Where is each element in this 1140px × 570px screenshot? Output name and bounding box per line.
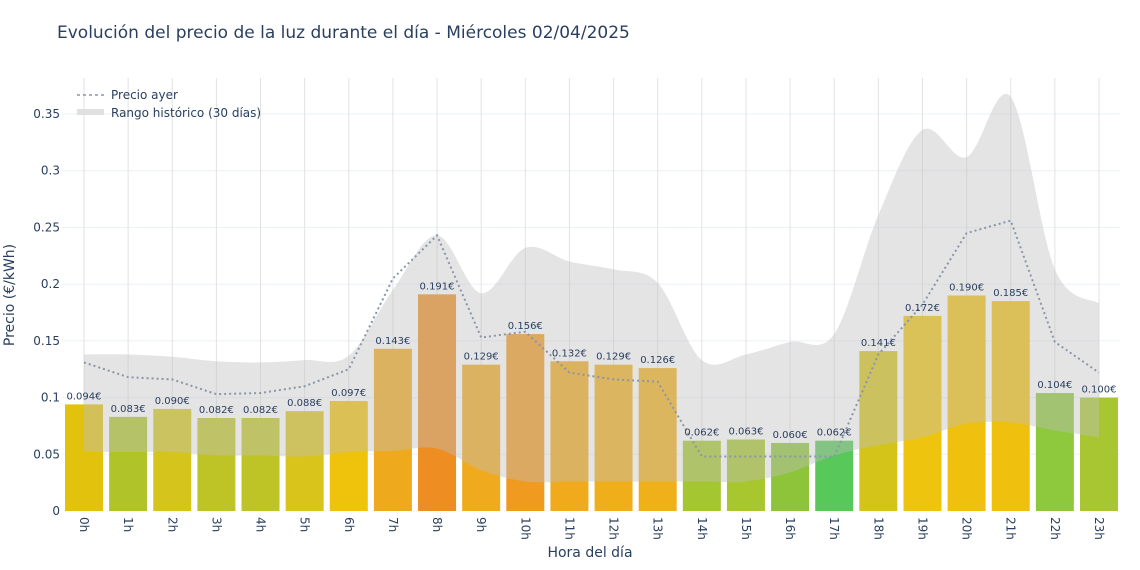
legend[interactable]: Precio ayer Rango histórico (30 días): [77, 88, 261, 120]
historical-range-area: [84, 93, 1099, 483]
x-tick-label: 4h: [254, 517, 268, 532]
bar-value-label: 0.083€: [111, 404, 146, 415]
price-bar: [197, 417, 236, 511]
bar-value-label: 0.094€: [67, 391, 102, 402]
x-tick-label: 13h: [651, 517, 665, 540]
bar-value-label: 0.100€: [1082, 385, 1117, 396]
price-bar: [1035, 393, 1074, 511]
x-tick-label: 7h: [386, 517, 400, 532]
x-tick-label: 1h: [121, 517, 135, 532]
x-axis-ticks: 0h 1h 2h 3h 4h 5h 6h 7h 8h 9h 10h 11h 12h 13h 14h 15h 16…: [77, 517, 1106, 540]
price-bar: [815, 440, 854, 511]
x-tick-label: 10h: [518, 517, 532, 540]
x-tick-label: 8h: [430, 517, 444, 532]
price-bar: [153, 408, 192, 511]
x-tick-label: 0h: [77, 517, 91, 532]
bar-value-label: 0.129€: [464, 352, 499, 363]
x-tick-label: 11h: [562, 517, 576, 540]
legend-historical[interactable]: Rango histórico (30 días): [111, 106, 261, 120]
bars: [65, 294, 1118, 511]
bar-value-label: 0.060€: [773, 430, 808, 441]
x-tick-label: 21h: [1004, 517, 1018, 540]
price-bar: [373, 348, 412, 511]
bar-value-label: 0.185€: [993, 288, 1028, 299]
price-bar: [329, 400, 368, 511]
x-tick-label: 2h: [165, 517, 179, 532]
bar-value-label: 0.062€: [684, 428, 719, 439]
x-tick-label: 5h: [298, 517, 312, 532]
x-tick-label: 3h: [209, 517, 223, 532]
y-tick-label: 0.05: [33, 447, 60, 461]
price-bar: [1080, 397, 1118, 511]
x-tick-label: 20h: [960, 517, 974, 540]
y-tick-label: 0.35: [33, 107, 60, 121]
price-bar: [241, 417, 280, 511]
x-tick-label: 19h: [915, 517, 929, 540]
bar-value-label: 0.172€: [905, 303, 940, 314]
bar-value-label: 0.097€: [331, 388, 366, 399]
price-bar: [771, 442, 810, 511]
price-bar: [462, 364, 501, 511]
price-bar: [903, 315, 942, 511]
legend-band-swatch: [77, 109, 104, 115]
bar-value-label: 0.126€: [640, 355, 675, 366]
yesterday-price-polyline: [83, 219, 1100, 458]
y-tick-label: 0.3: [41, 164, 60, 178]
price-bar: [638, 368, 677, 511]
price-bar: [594, 364, 633, 511]
x-tick-label: 18h: [871, 517, 885, 540]
price-bar: [506, 334, 545, 511]
bar-value-label: 0.141€: [861, 338, 896, 349]
y-tick-label: 0: [52, 504, 60, 518]
y-axis-ticks: 0 0.05 0.1 0.15 0.2 0.25 0.3 0.35: [33, 107, 60, 518]
bar-value-label: 0.156€: [508, 321, 543, 332]
bar-value-label: 0.090€: [155, 396, 190, 407]
bar-value-label: 0.082€: [199, 405, 234, 416]
x-tick-label: 22h: [1048, 517, 1062, 540]
bar-value-label: 0.088€: [287, 398, 322, 409]
bar-value-label: 0.082€: [243, 405, 278, 416]
x-tick-label: 15h: [739, 517, 753, 540]
bar-value-label: 0.132€: [552, 348, 587, 359]
bar-value-label: 0.190€: [949, 282, 984, 293]
x-axis-label: Hora del día: [547, 545, 632, 561]
chart-title: Evolución del precio de la luz durante e…: [57, 23, 630, 43]
x-tick-label: 12h: [607, 517, 621, 540]
price-bar: [109, 416, 148, 511]
y-tick-label: 0.15: [33, 334, 60, 348]
y-tick-label: 0.1: [41, 391, 60, 405]
price-bar: [682, 440, 721, 511]
bar-value-label: 0.063€: [728, 427, 763, 438]
price-bar: [947, 295, 986, 511]
yesterday-price-line: [83, 219, 1100, 458]
price-bar: [285, 411, 324, 511]
bar-value-label: 0.062€: [817, 428, 852, 439]
x-tick-label: 6h: [342, 517, 356, 532]
price-bar: [991, 301, 1030, 511]
legend-yesterday[interactable]: Precio ayer: [111, 88, 178, 102]
x-tick-label: 16h: [783, 517, 797, 540]
x-tick-label: 17h: [827, 517, 841, 540]
bar-value-label: 0.191€: [420, 281, 455, 292]
x-tick-label: 9h: [474, 517, 488, 532]
y-axis-label: Precio (€/kWh): [2, 244, 18, 346]
x-tick-label: 23h: [1092, 517, 1106, 540]
bar-value-label: 0.129€: [596, 352, 631, 363]
price-bar: [418, 294, 457, 511]
price-bar: [550, 361, 589, 511]
y-tick-label: 0.2: [41, 277, 60, 291]
bar-value-label: 0.143€: [375, 336, 410, 347]
historical-range-band: [84, 93, 1099, 483]
price-bar: [65, 404, 103, 511]
price-bar: [726, 439, 765, 511]
data-labels: 0.094€ 0.083€ 0.090€ 0.082€ 0.082€ 0.088€ 0.09…: [67, 281, 1117, 441]
y-tick-label: 0.25: [33, 220, 60, 234]
x-tick-label: 14h: [695, 517, 709, 540]
price-bar: [859, 351, 898, 511]
bar-value-label: 0.104€: [1037, 380, 1072, 391]
